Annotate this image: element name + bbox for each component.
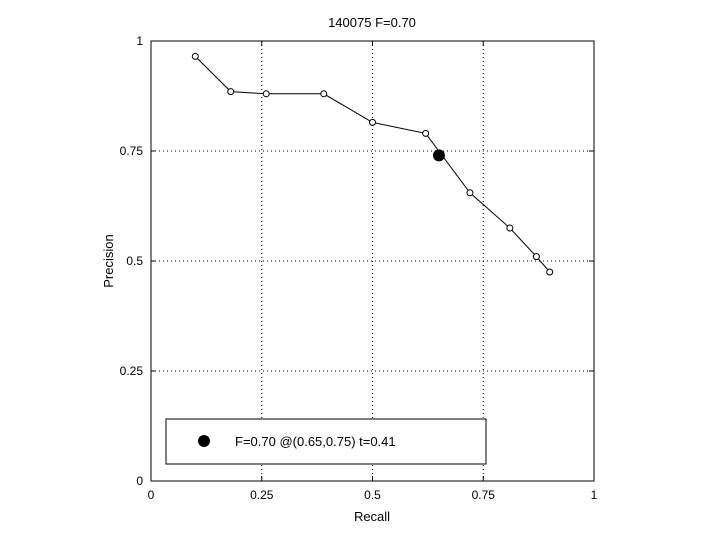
x-tick-label: 0.25 — [250, 488, 274, 502]
axis-ticks: 0 0.25 0.5 0.75 1 0 0.25 0.5 0.75 1 — [120, 34, 598, 502]
x-axis-label: Recall — [354, 509, 390, 524]
data-point — [506, 224, 514, 232]
chart-title: 140075 F=0.70 — [328, 15, 416, 30]
y-tick-label: 0.75 — [120, 144, 144, 158]
data-point — [369, 118, 376, 126]
y-axis-label: Precision — [101, 234, 116, 287]
x-tick-label: 0 — [148, 488, 155, 502]
legend-marker — [198, 435, 210, 447]
data-point — [262, 90, 270, 98]
data-point — [227, 88, 235, 96]
highlight-point — [432, 149, 445, 162]
grid — [151, 41, 594, 481]
x-tick-label: 1 — [591, 488, 598, 502]
y-tick-label: 0.25 — [120, 364, 144, 378]
y-tick-label: 0.5 — [126, 254, 143, 268]
series-line — [194, 56, 551, 273]
data-point — [320, 90, 328, 98]
data-point — [546, 268, 554, 276]
legend-label: F=0.70 @(0.65,0.75) t=0.41 — [235, 434, 396, 449]
data-point — [466, 189, 474, 197]
x-tick-label: 0.5 — [364, 488, 381, 502]
highlight-layer — [432, 149, 445, 162]
data-series — [191, 52, 554, 276]
y-tick-label: 0 — [136, 474, 143, 488]
data-point — [191, 52, 199, 60]
legend: F=0.70 @(0.65,0.75) t=0.41 — [165, 418, 487, 465]
data-point — [532, 253, 540, 261]
legend-box — [165, 418, 487, 465]
data-point — [422, 129, 430, 137]
y-tick-label: 1 — [136, 34, 143, 48]
x-tick-label: 0.75 — [472, 488, 496, 502]
